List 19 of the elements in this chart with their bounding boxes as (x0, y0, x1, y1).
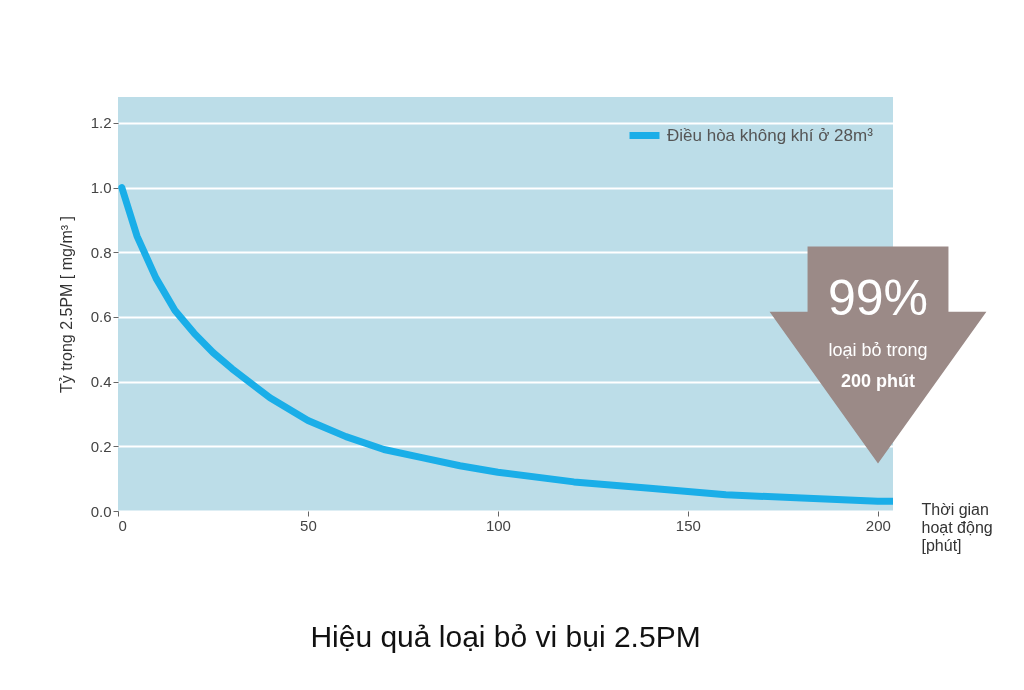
x-tick-label: 150 (675, 516, 701, 534)
x-tick-label: 200 (865, 516, 891, 534)
text: Hiệu quả loại bỏ vi bụi 2.5PM (310, 620, 701, 653)
annotation: 200 phút (840, 371, 916, 391)
x-axis-title: Thời gian hoạt động [phút] (921, 500, 993, 554)
y-tick-label: 0.6 (90, 308, 112, 326)
y-tick-label: 1.2 (90, 114, 112, 132)
y-tick-label: 0.8 (90, 243, 112, 261)
y-tick-label: 0.4 (90, 373, 112, 391)
x-tick-label: 100 (485, 516, 511, 534)
x-tick-label: 50 (300, 516, 317, 534)
y-axis-title: Tỷ trọng 2.5PM [ mg/m³ ] (57, 216, 75, 393)
y-tick-label: 0.2 (90, 437, 112, 455)
legend-label: Điều hòa không khí ở 28m³ (667, 125, 874, 145)
y-tick-label: 1.0 (90, 179, 112, 197)
y-tick-label: 0.0 (90, 502, 112, 520)
annotation: 99% (827, 270, 929, 326)
x-tick-label: 0 (118, 516, 127, 534)
annotation: loại bỏ trong (828, 340, 928, 360)
